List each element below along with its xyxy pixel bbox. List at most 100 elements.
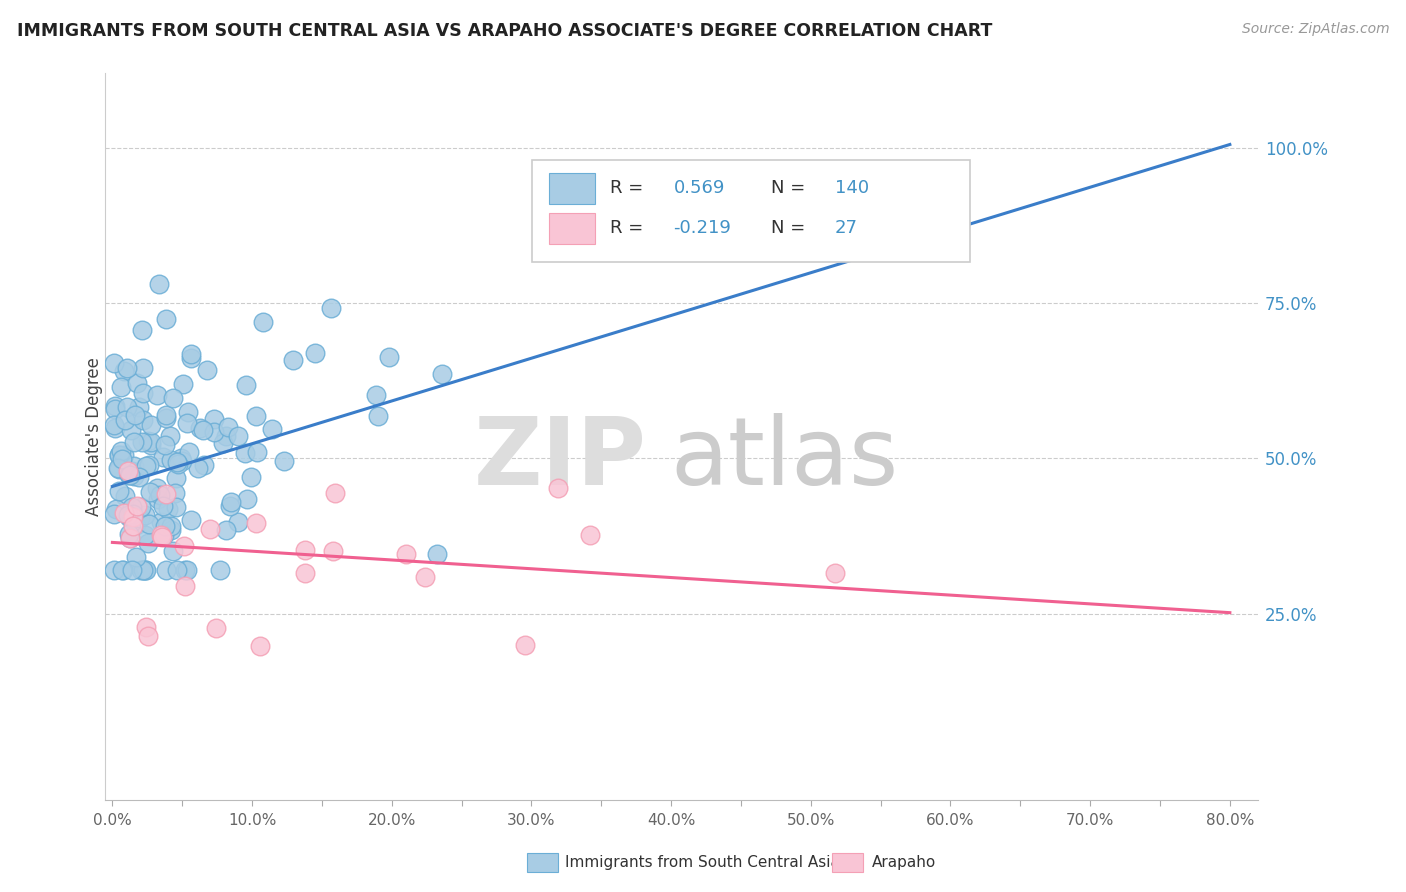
Point <box>122 469 145 483</box>
Point <box>578 528 600 542</box>
Point <box>127 376 149 391</box>
Point <box>139 417 162 432</box>
Point <box>413 569 436 583</box>
Point <box>260 422 283 436</box>
Point <box>170 451 193 466</box>
Point <box>513 639 536 653</box>
Point <box>236 491 259 506</box>
Point <box>112 364 135 378</box>
Point <box>159 523 181 537</box>
Point <box>195 363 218 377</box>
Point <box>131 563 153 577</box>
Point <box>122 518 145 533</box>
Point <box>121 563 143 577</box>
Point <box>281 353 304 368</box>
Point <box>132 412 155 426</box>
Point <box>166 455 188 469</box>
Point <box>155 409 177 423</box>
Point <box>191 423 214 437</box>
Point <box>121 464 143 478</box>
Point <box>122 458 145 473</box>
Point <box>111 563 134 577</box>
Point <box>114 412 136 426</box>
Point <box>110 379 132 393</box>
Point <box>294 566 316 580</box>
Point <box>273 454 295 468</box>
Point <box>367 409 389 424</box>
Point <box>149 488 172 502</box>
Point <box>131 500 153 514</box>
Point <box>138 485 160 500</box>
Point <box>246 445 269 459</box>
Point <box>226 515 249 529</box>
Point <box>180 347 202 361</box>
Text: 27: 27 <box>835 219 858 237</box>
Point <box>366 388 388 402</box>
Point <box>152 450 174 464</box>
Point <box>139 438 162 452</box>
Point <box>115 360 138 375</box>
Text: 0.569: 0.569 <box>673 179 725 197</box>
Point <box>103 356 125 370</box>
Point <box>323 486 346 500</box>
Point <box>110 443 132 458</box>
Text: R =: R = <box>610 179 650 197</box>
Point <box>124 409 146 423</box>
Point <box>200 523 222 537</box>
FancyBboxPatch shape <box>531 161 970 262</box>
Point <box>135 458 157 473</box>
Point <box>245 516 267 530</box>
Point <box>160 518 183 533</box>
Point <box>215 429 238 443</box>
Point <box>226 429 249 443</box>
Point <box>153 437 176 451</box>
Point <box>134 528 156 542</box>
Point <box>129 511 152 525</box>
Text: 140: 140 <box>835 179 869 197</box>
Point <box>118 531 141 545</box>
Point <box>180 513 202 527</box>
Text: Arapaho: Arapaho <box>872 855 936 870</box>
Point <box>111 452 134 467</box>
Point <box>150 515 173 529</box>
Text: R =: R = <box>610 219 650 237</box>
Point <box>174 579 197 593</box>
Point <box>138 516 160 531</box>
Text: IMMIGRANTS FROM SOUTH CENTRAL ASIA VS ARAPAHO ASSOCIATE'S DEGREE CORRELATION CHA: IMMIGRANTS FROM SOUTH CENTRAL ASIA VS AR… <box>17 22 993 40</box>
Point <box>155 563 177 577</box>
Point <box>294 543 316 558</box>
Point <box>252 315 274 329</box>
Point <box>177 445 200 459</box>
Point <box>135 620 157 634</box>
Point <box>233 446 256 460</box>
Point <box>173 539 195 553</box>
Point <box>104 401 127 416</box>
Point <box>208 563 231 577</box>
Point <box>139 434 162 449</box>
Point <box>166 563 188 577</box>
Point <box>108 448 131 462</box>
Point <box>304 346 326 360</box>
Point <box>103 418 125 433</box>
Point <box>202 412 225 426</box>
Point <box>162 391 184 405</box>
Text: N =: N = <box>772 179 811 197</box>
Point <box>138 458 160 473</box>
Point <box>110 451 132 466</box>
Point <box>160 452 183 467</box>
Point <box>120 468 142 483</box>
Point <box>103 563 125 577</box>
Point <box>321 301 343 316</box>
Point <box>176 416 198 430</box>
Point <box>105 501 128 516</box>
Point <box>322 544 344 558</box>
Point <box>108 448 131 462</box>
FancyBboxPatch shape <box>550 213 595 244</box>
Point <box>125 499 148 513</box>
Point <box>177 405 200 419</box>
Point <box>122 434 145 449</box>
Point <box>131 435 153 450</box>
Point <box>132 360 155 375</box>
Point <box>190 421 212 435</box>
Point <box>174 563 197 577</box>
